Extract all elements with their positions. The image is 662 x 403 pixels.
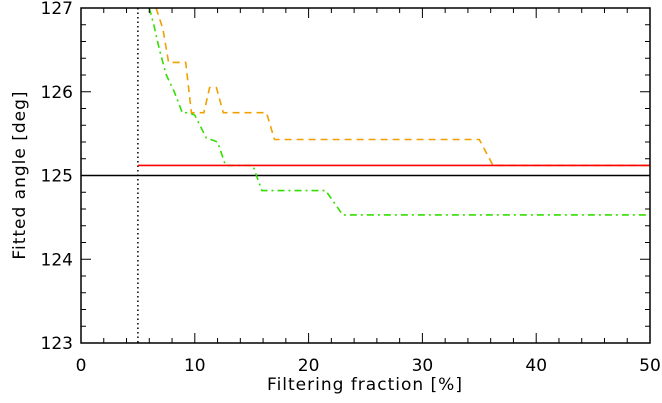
x-tick-label: 20: [298, 356, 320, 376]
y-tick-label: 127: [41, 0, 73, 19]
axis-ticks: 0 10 20 30 40 50 123 124 125 126 127: [41, 0, 661, 376]
y-tick-label: 126: [41, 83, 73, 103]
y-tick-label: 124: [41, 250, 73, 270]
y-axis-label: Fitted angle [deg]: [10, 90, 30, 259]
plot-marks: [81, 8, 650, 343]
series-line-2: [149, 8, 650, 215]
x-tick-label: 40: [525, 356, 547, 376]
x-tick-label: 0: [76, 356, 87, 376]
y-tick-label: 123: [41, 334, 73, 354]
x-tick-label: 10: [184, 356, 206, 376]
x-tick-label: 50: [639, 356, 661, 376]
x-tick-label: 30: [412, 356, 434, 376]
x-axis-label: Filtering fraction [%]: [267, 375, 463, 395]
y-tick-label: 125: [41, 167, 73, 187]
series-line-1: [156, 8, 650, 165]
